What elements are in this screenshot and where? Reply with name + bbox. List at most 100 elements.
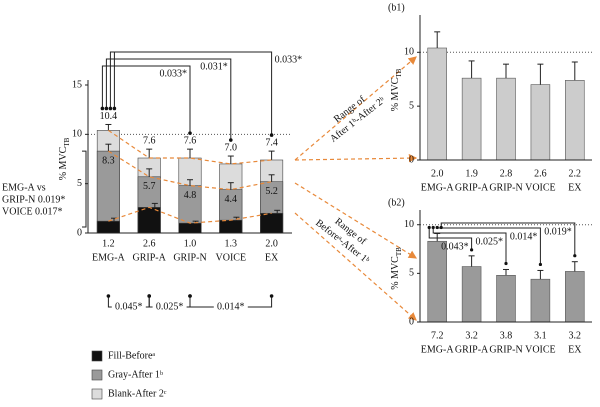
y-axis-label-sub: TB bbox=[395, 68, 403, 77]
bar bbox=[565, 80, 585, 161]
y-axis-label-text: % MVC bbox=[390, 256, 401, 290]
error-bar bbox=[151, 202, 158, 208]
value-label: 1.2 bbox=[102, 238, 115, 249]
y-tick-label: 0 bbox=[409, 316, 414, 327]
link-arrow bbox=[294, 212, 417, 321]
y-axis-label: % MVCTB bbox=[58, 137, 70, 180]
range-label: 3.2 bbox=[465, 330, 478, 341]
bracket-dot bbox=[112, 106, 117, 111]
x-tick-label: EX bbox=[568, 182, 582, 193]
bracket-dot bbox=[538, 262, 543, 267]
error-bar bbox=[571, 61, 578, 81]
bracket-dot bbox=[439, 225, 443, 230]
y-tick-label: 10 bbox=[404, 47, 414, 58]
bracket-dot bbox=[427, 225, 431, 230]
y-axis-label: % MVCTB bbox=[390, 68, 402, 111]
value-label: 7.6 bbox=[184, 135, 197, 146]
x-tick-label: EMG-A bbox=[421, 344, 455, 355]
range-label: 2.2 bbox=[569, 168, 582, 179]
bar bbox=[427, 240, 447, 323]
value-label: 2.0 bbox=[265, 238, 278, 249]
bracket bbox=[101, 65, 191, 134]
error-bar bbox=[187, 148, 193, 159]
link-label: Range ofAfter 1ᵇ-After 2ᵇ bbox=[320, 85, 387, 145]
bar bbox=[461, 77, 482, 161]
bracket-dot bbox=[104, 106, 109, 111]
bracket-dot bbox=[188, 131, 192, 135]
p-value: 0.025* bbox=[156, 301, 184, 312]
bracket-dot bbox=[435, 225, 439, 230]
y-tick-label: 5 bbox=[77, 178, 82, 189]
error-bar bbox=[468, 255, 475, 267]
x-tick-label: VOICE bbox=[525, 182, 556, 193]
y-tick-label: 5 bbox=[409, 100, 414, 111]
bracket-dot bbox=[147, 294, 151, 298]
p-value: 0.033* bbox=[160, 68, 188, 79]
value-label: 10.4 bbox=[100, 111, 118, 122]
label-bg bbox=[152, 301, 187, 313]
significance-brackets bbox=[100, 51, 274, 142]
bracket bbox=[109, 51, 273, 136]
error-bar bbox=[434, 31, 441, 48]
side-annotation: GRIP-N 0.019* bbox=[2, 194, 65, 205]
p-value: 0.019* bbox=[544, 226, 572, 237]
bar bbox=[461, 266, 482, 323]
value-label: 8.3 bbox=[102, 155, 115, 166]
error-bar bbox=[503, 268, 509, 276]
x-tick-label: EMG-A bbox=[92, 252, 126, 263]
p-value: 0.014* bbox=[217, 301, 245, 312]
p-value: 0.045* bbox=[115, 301, 143, 312]
y-tick-label: 10 bbox=[72, 129, 82, 140]
y-tick-label: 15 bbox=[72, 79, 82, 90]
y-axis-label-text: % MVC bbox=[390, 77, 401, 111]
error-bar bbox=[503, 63, 509, 79]
side-annotation: EMG-A vs bbox=[2, 182, 46, 193]
y-axis-label-text: % MVC bbox=[58, 146, 69, 180]
y-tick-label: 0 bbox=[77, 227, 82, 238]
range-label: 7.2 bbox=[431, 330, 444, 341]
p-value: 0.014* bbox=[510, 231, 538, 242]
error-bar bbox=[537, 63, 544, 85]
range-label: 3.2 bbox=[569, 330, 582, 341]
error-bar bbox=[187, 179, 193, 186]
bracket-dot bbox=[470, 248, 474, 252]
x-tick-label: EMG-A bbox=[421, 182, 455, 193]
p-value: 0.033* bbox=[275, 54, 303, 65]
legend-swatch bbox=[91, 369, 103, 381]
range-label: 3.8 bbox=[500, 330, 513, 341]
legend-label: Fill-Beforeᵃ bbox=[108, 350, 155, 361]
y-axis-label: % MVCTB bbox=[390, 247, 402, 290]
x-tick-label: GRIP-A bbox=[455, 182, 489, 193]
x-tick-label: GRIP-N bbox=[489, 344, 522, 355]
y-axis-label-sub: TB bbox=[63, 137, 71, 146]
error-bar bbox=[468, 60, 475, 79]
value-label: 4.8 bbox=[184, 190, 197, 201]
legend-swatch bbox=[91, 350, 103, 362]
value-label: 5.2 bbox=[265, 186, 278, 197]
bracket-dot bbox=[188, 294, 192, 298]
bracket bbox=[428, 227, 473, 250]
bracket bbox=[440, 222, 576, 256]
value-label: 7.0 bbox=[225, 142, 238, 153]
value-label: 1.3 bbox=[225, 238, 238, 249]
p-value: 0.025* bbox=[476, 236, 504, 247]
error-bar bbox=[268, 150, 275, 160]
value-label: 7.4 bbox=[265, 137, 278, 148]
range-label: 2.6 bbox=[534, 168, 547, 179]
error-bar bbox=[274, 209, 281, 214]
bracket-dot bbox=[229, 138, 233, 142]
x-tick-label: GRIP-N bbox=[489, 182, 522, 193]
range-label: 2.0 bbox=[431, 168, 444, 179]
range-guide bbox=[108, 206, 272, 224]
range-label: 2.8 bbox=[500, 168, 513, 179]
bar bbox=[530, 278, 551, 323]
bar bbox=[496, 275, 516, 323]
value-label: 7.6 bbox=[143, 135, 156, 146]
legend-swatch bbox=[91, 388, 103, 400]
value-label: 4.4 bbox=[225, 194, 238, 205]
bracket-dot bbox=[106, 294, 111, 298]
error-bar bbox=[537, 269, 544, 280]
legend-label: Gray-After 1ᵇ bbox=[108, 369, 163, 380]
bar bbox=[496, 77, 516, 161]
